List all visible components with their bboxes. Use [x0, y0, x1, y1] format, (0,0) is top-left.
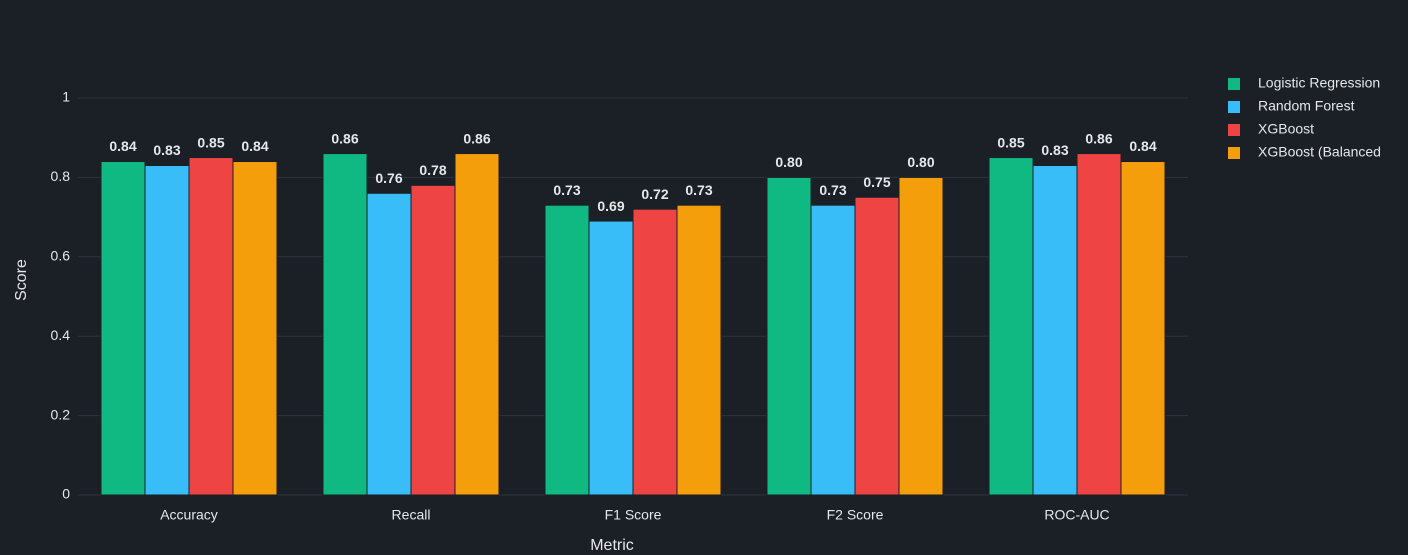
x-tick-label: Accuracy	[160, 507, 218, 523]
bar	[188, 157, 234, 496]
bar	[676, 204, 722, 496]
x-tick-label: ROC-AUC	[1044, 507, 1109, 523]
value-label: 0.73	[553, 182, 580, 198]
x-tick-label: F1 Score	[605, 507, 662, 523]
bar	[454, 153, 500, 496]
y-tick-label: 0.4	[51, 327, 71, 343]
value-label: 0.84	[109, 138, 136, 154]
legend-swatch	[1228, 101, 1240, 113]
x-axis-title: Metric	[590, 537, 634, 554]
bar	[810, 204, 856, 496]
value-label: 0.72	[641, 186, 668, 202]
value-label: 0.86	[331, 130, 358, 146]
legend-label: Logistic Regression	[1258, 75, 1380, 91]
value-label: 0.84	[1129, 138, 1156, 154]
legend-swatch	[1228, 78, 1240, 90]
value-label: 0.78	[419, 162, 446, 178]
y-tick-label: 0.8	[51, 168, 71, 184]
y-tick-label: 0	[62, 486, 70, 502]
value-label: 0.69	[597, 198, 624, 214]
y-tick-label: 0.6	[51, 248, 71, 264]
value-label: 0.83	[1041, 142, 1068, 158]
value-label: 0.83	[153, 142, 180, 158]
y-axis-title: Score	[13, 259, 30, 301]
bar	[366, 192, 412, 496]
value-label: 0.76	[375, 170, 402, 186]
value-label: 0.86	[1085, 130, 1112, 146]
bar	[632, 208, 678, 496]
bar	[1076, 153, 1122, 496]
value-label: 0.85	[197, 134, 224, 150]
legend-label: XGBoost (Balanced	[1258, 144, 1381, 160]
legend-label: Random Forest	[1258, 98, 1355, 114]
value-label: 0.73	[819, 182, 846, 198]
value-label: 0.85	[997, 134, 1024, 150]
bar	[144, 164, 190, 496]
bar	[898, 176, 944, 496]
value-label: 0.80	[775, 154, 802, 170]
legend-swatch	[1228, 124, 1240, 136]
legend-swatch	[1228, 147, 1240, 159]
bar	[322, 153, 368, 496]
value-label: 0.84	[241, 138, 268, 154]
bar	[854, 196, 900, 496]
x-tick-label: Recall	[392, 507, 431, 523]
y-tick-label: 1	[62, 89, 70, 105]
bar	[232, 161, 278, 496]
bar	[1032, 164, 1078, 496]
legend-label: XGBoost	[1258, 121, 1314, 137]
bar	[100, 161, 146, 496]
y-tick-label: 0.2	[51, 406, 71, 422]
value-label: 0.80	[907, 154, 934, 170]
x-tick-label: F2 Score	[827, 507, 884, 523]
bar	[1120, 161, 1166, 496]
bar	[410, 184, 456, 496]
bar	[544, 204, 590, 496]
bar	[988, 157, 1034, 496]
value-label: 0.73	[685, 182, 712, 198]
value-label: 0.75	[863, 174, 890, 190]
value-label: 0.86	[463, 130, 490, 146]
bar	[766, 176, 812, 496]
bar	[588, 220, 634, 496]
